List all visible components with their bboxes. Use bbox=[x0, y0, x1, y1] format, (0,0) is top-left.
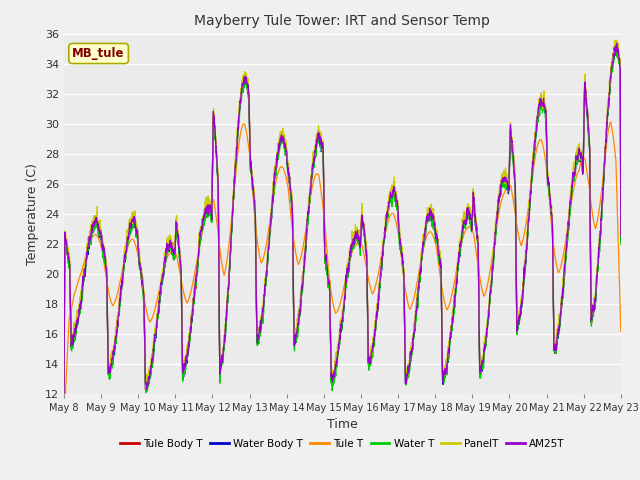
Tule Body T bbox=[371, 332, 378, 337]
PanelT bbox=[568, 185, 575, 191]
Title: Mayberry Tule Tower: IRT and Sensor Temp: Mayberry Tule Tower: IRT and Sensor Temp bbox=[195, 14, 490, 28]
Water Body T bbox=[216, 314, 223, 320]
PanelT bbox=[504, 178, 512, 183]
Line: Tule Body T: Tule Body T bbox=[64, 46, 621, 400]
AM25T bbox=[216, 311, 223, 317]
Water Body T bbox=[371, 334, 378, 339]
PanelT bbox=[216, 306, 223, 312]
PanelT bbox=[358, 211, 366, 217]
AM25T bbox=[613, 40, 621, 46]
Tule T bbox=[617, 329, 625, 335]
Tule Body T bbox=[60, 397, 68, 403]
PanelT bbox=[371, 324, 378, 330]
AM25T bbox=[504, 183, 512, 189]
Water Body T bbox=[358, 221, 366, 227]
Tule Body T bbox=[583, 110, 591, 116]
Water T bbox=[568, 193, 575, 199]
Tule Body T bbox=[568, 194, 575, 200]
Water Body T bbox=[617, 238, 625, 244]
Water T bbox=[60, 402, 68, 408]
PanelT bbox=[60, 397, 68, 403]
Tule T bbox=[358, 243, 366, 249]
AM25T bbox=[60, 400, 68, 406]
Water T bbox=[216, 311, 223, 316]
Line: AM25T: AM25T bbox=[64, 43, 621, 403]
Tule T bbox=[504, 182, 512, 188]
Water Body T bbox=[583, 106, 591, 111]
Y-axis label: Temperature (C): Temperature (C) bbox=[26, 163, 39, 264]
AM25T bbox=[583, 105, 591, 111]
Water Body T bbox=[60, 403, 68, 409]
Water T bbox=[612, 39, 620, 45]
AM25T bbox=[371, 331, 378, 337]
Tule Body T bbox=[612, 43, 620, 48]
Tule Body T bbox=[216, 312, 223, 318]
Water Body T bbox=[613, 43, 621, 48]
Water T bbox=[371, 343, 378, 348]
Tule T bbox=[583, 169, 591, 175]
Tule T bbox=[60, 422, 68, 428]
Line: PanelT: PanelT bbox=[64, 40, 621, 400]
Water T bbox=[504, 189, 512, 195]
Legend: Tule Body T, Water Body T, Tule T, Water T, PanelT, AM25T: Tule Body T, Water Body T, Tule T, Water… bbox=[116, 435, 568, 453]
Water Body T bbox=[504, 187, 512, 193]
Line: Tule T: Tule T bbox=[64, 122, 621, 425]
X-axis label: Time: Time bbox=[327, 418, 358, 431]
Water T bbox=[583, 110, 591, 116]
Tule Body T bbox=[504, 184, 512, 190]
Tule Body T bbox=[617, 232, 625, 238]
Water Body T bbox=[568, 194, 575, 200]
AM25T bbox=[617, 232, 625, 238]
Tule T bbox=[607, 119, 614, 125]
Water T bbox=[617, 242, 625, 248]
Tule T bbox=[568, 198, 575, 204]
Line: Water T: Water T bbox=[64, 42, 621, 405]
PanelT bbox=[612, 37, 620, 43]
Tule Body T bbox=[358, 217, 366, 223]
Tule T bbox=[371, 287, 378, 292]
Water T bbox=[358, 218, 366, 224]
Text: MB_tule: MB_tule bbox=[72, 47, 125, 60]
AM25T bbox=[568, 186, 575, 192]
AM25T bbox=[358, 221, 366, 227]
PanelT bbox=[583, 103, 591, 108]
Line: Water Body T: Water Body T bbox=[64, 46, 621, 406]
Tule T bbox=[216, 240, 223, 246]
PanelT bbox=[617, 231, 625, 237]
